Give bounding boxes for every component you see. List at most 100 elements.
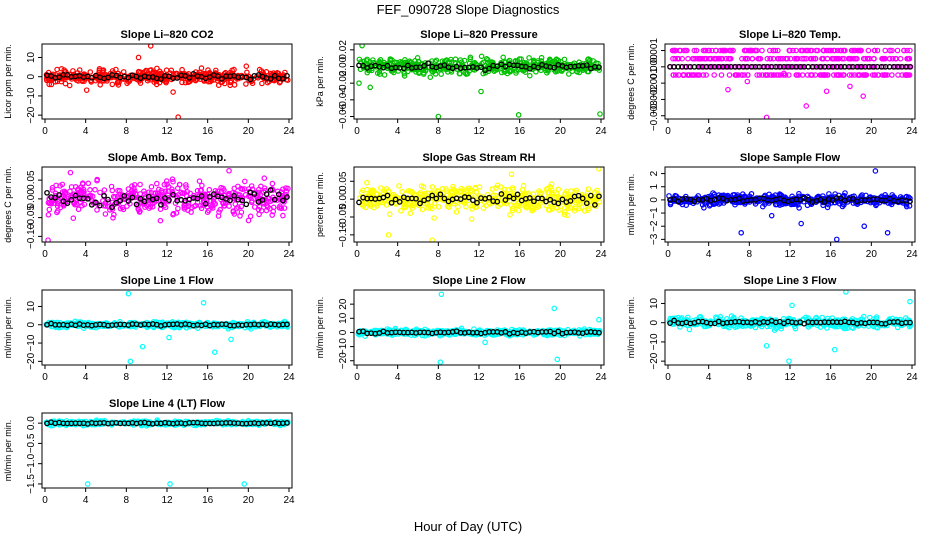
hourly-point xyxy=(133,201,140,208)
plot-frame xyxy=(353,289,605,366)
x-tick-label: 4 xyxy=(395,372,401,383)
data-point xyxy=(865,47,872,54)
data-point xyxy=(375,200,382,207)
hourly-point xyxy=(587,192,594,199)
hourly-point xyxy=(850,195,856,202)
data-point xyxy=(49,184,56,191)
data-point xyxy=(148,190,155,196)
data-point xyxy=(677,47,684,54)
hourly-point xyxy=(284,321,290,328)
hourly-point xyxy=(821,199,828,205)
panel-title: Slope Line 4 (LT) Flow xyxy=(109,398,225,410)
x-tick-label: 20 xyxy=(243,249,255,260)
data-point xyxy=(463,71,470,77)
data-point xyxy=(170,211,176,218)
hourly-point xyxy=(441,195,448,202)
x-tick-label: 0 xyxy=(354,249,360,260)
point-layer xyxy=(356,167,603,242)
outlier-point xyxy=(884,229,891,236)
hourly-point xyxy=(583,62,590,68)
data-point xyxy=(686,326,693,333)
hourly-point xyxy=(474,199,480,206)
data-point xyxy=(905,64,911,70)
plot-frame xyxy=(664,43,916,120)
hourly-point xyxy=(392,196,399,203)
data-point xyxy=(416,191,422,197)
data-point xyxy=(462,70,469,76)
data-point xyxy=(591,195,598,202)
data-point xyxy=(889,72,895,78)
data-point xyxy=(486,201,493,207)
data-point xyxy=(882,47,889,54)
data-point xyxy=(466,67,473,74)
plot-frame xyxy=(41,289,293,366)
y-tick-label: 0 xyxy=(338,329,349,335)
x-tick-label: 20 xyxy=(555,372,567,383)
data-point xyxy=(54,209,60,216)
hourly-point xyxy=(531,198,537,205)
data-point xyxy=(169,176,176,183)
x-tick-label: 0 xyxy=(665,249,671,260)
data-point xyxy=(198,65,205,71)
data-point xyxy=(112,194,118,201)
hourly-point xyxy=(498,191,505,197)
data-point xyxy=(472,184,479,191)
data-point xyxy=(490,332,497,338)
outlier-point xyxy=(438,291,445,298)
data-point xyxy=(764,55,771,62)
data-point xyxy=(509,207,516,214)
data-point xyxy=(752,47,759,54)
data-point xyxy=(208,75,214,81)
data-point xyxy=(278,205,285,212)
hourly-point xyxy=(263,191,270,197)
data-point xyxy=(102,203,109,209)
x-tick-label: 12 xyxy=(161,249,173,260)
data-point xyxy=(870,55,877,62)
data-point xyxy=(545,207,552,213)
x-tick-label: 24 xyxy=(906,249,918,260)
data-point xyxy=(157,217,164,224)
outlier-point xyxy=(166,334,172,341)
y-tick-label: 10 xyxy=(338,312,349,324)
data-point xyxy=(705,47,712,54)
data-point xyxy=(777,55,784,62)
hourly-point xyxy=(206,193,213,200)
hourly-point xyxy=(551,64,558,71)
outlier-point xyxy=(872,168,879,174)
data-point xyxy=(882,72,889,78)
hourly-point xyxy=(539,195,545,202)
data-point xyxy=(102,200,109,206)
data-point xyxy=(154,180,160,187)
data-point xyxy=(450,183,456,190)
data-point xyxy=(887,47,893,54)
hourly-point xyxy=(555,328,562,335)
outlier-point xyxy=(139,343,146,350)
data-point xyxy=(109,81,116,88)
data-point xyxy=(770,55,777,62)
data-point xyxy=(141,188,147,195)
data-point xyxy=(720,47,726,54)
data-point xyxy=(872,72,878,78)
data-point xyxy=(852,55,859,62)
y-tick-label: 10 xyxy=(649,297,660,309)
hourly-point xyxy=(84,195,91,202)
data-point xyxy=(829,55,835,62)
hourly-point xyxy=(267,187,274,193)
hourly-point xyxy=(360,62,366,69)
outlier-point xyxy=(127,358,134,365)
data-point xyxy=(785,72,792,78)
data-point xyxy=(897,55,904,62)
data-point xyxy=(194,199,201,206)
outlier-point xyxy=(228,336,234,343)
data-point xyxy=(906,55,913,62)
data-point xyxy=(435,204,442,210)
data-point xyxy=(786,47,793,54)
x-tick-label: 8 xyxy=(124,495,130,506)
hourly-point xyxy=(105,196,111,203)
data-point xyxy=(429,184,436,190)
x-tick-label: 24 xyxy=(283,126,295,137)
data-point xyxy=(575,66,582,73)
data-point xyxy=(438,71,445,77)
panel-title: Slope Li–820 Pressure xyxy=(420,29,537,41)
